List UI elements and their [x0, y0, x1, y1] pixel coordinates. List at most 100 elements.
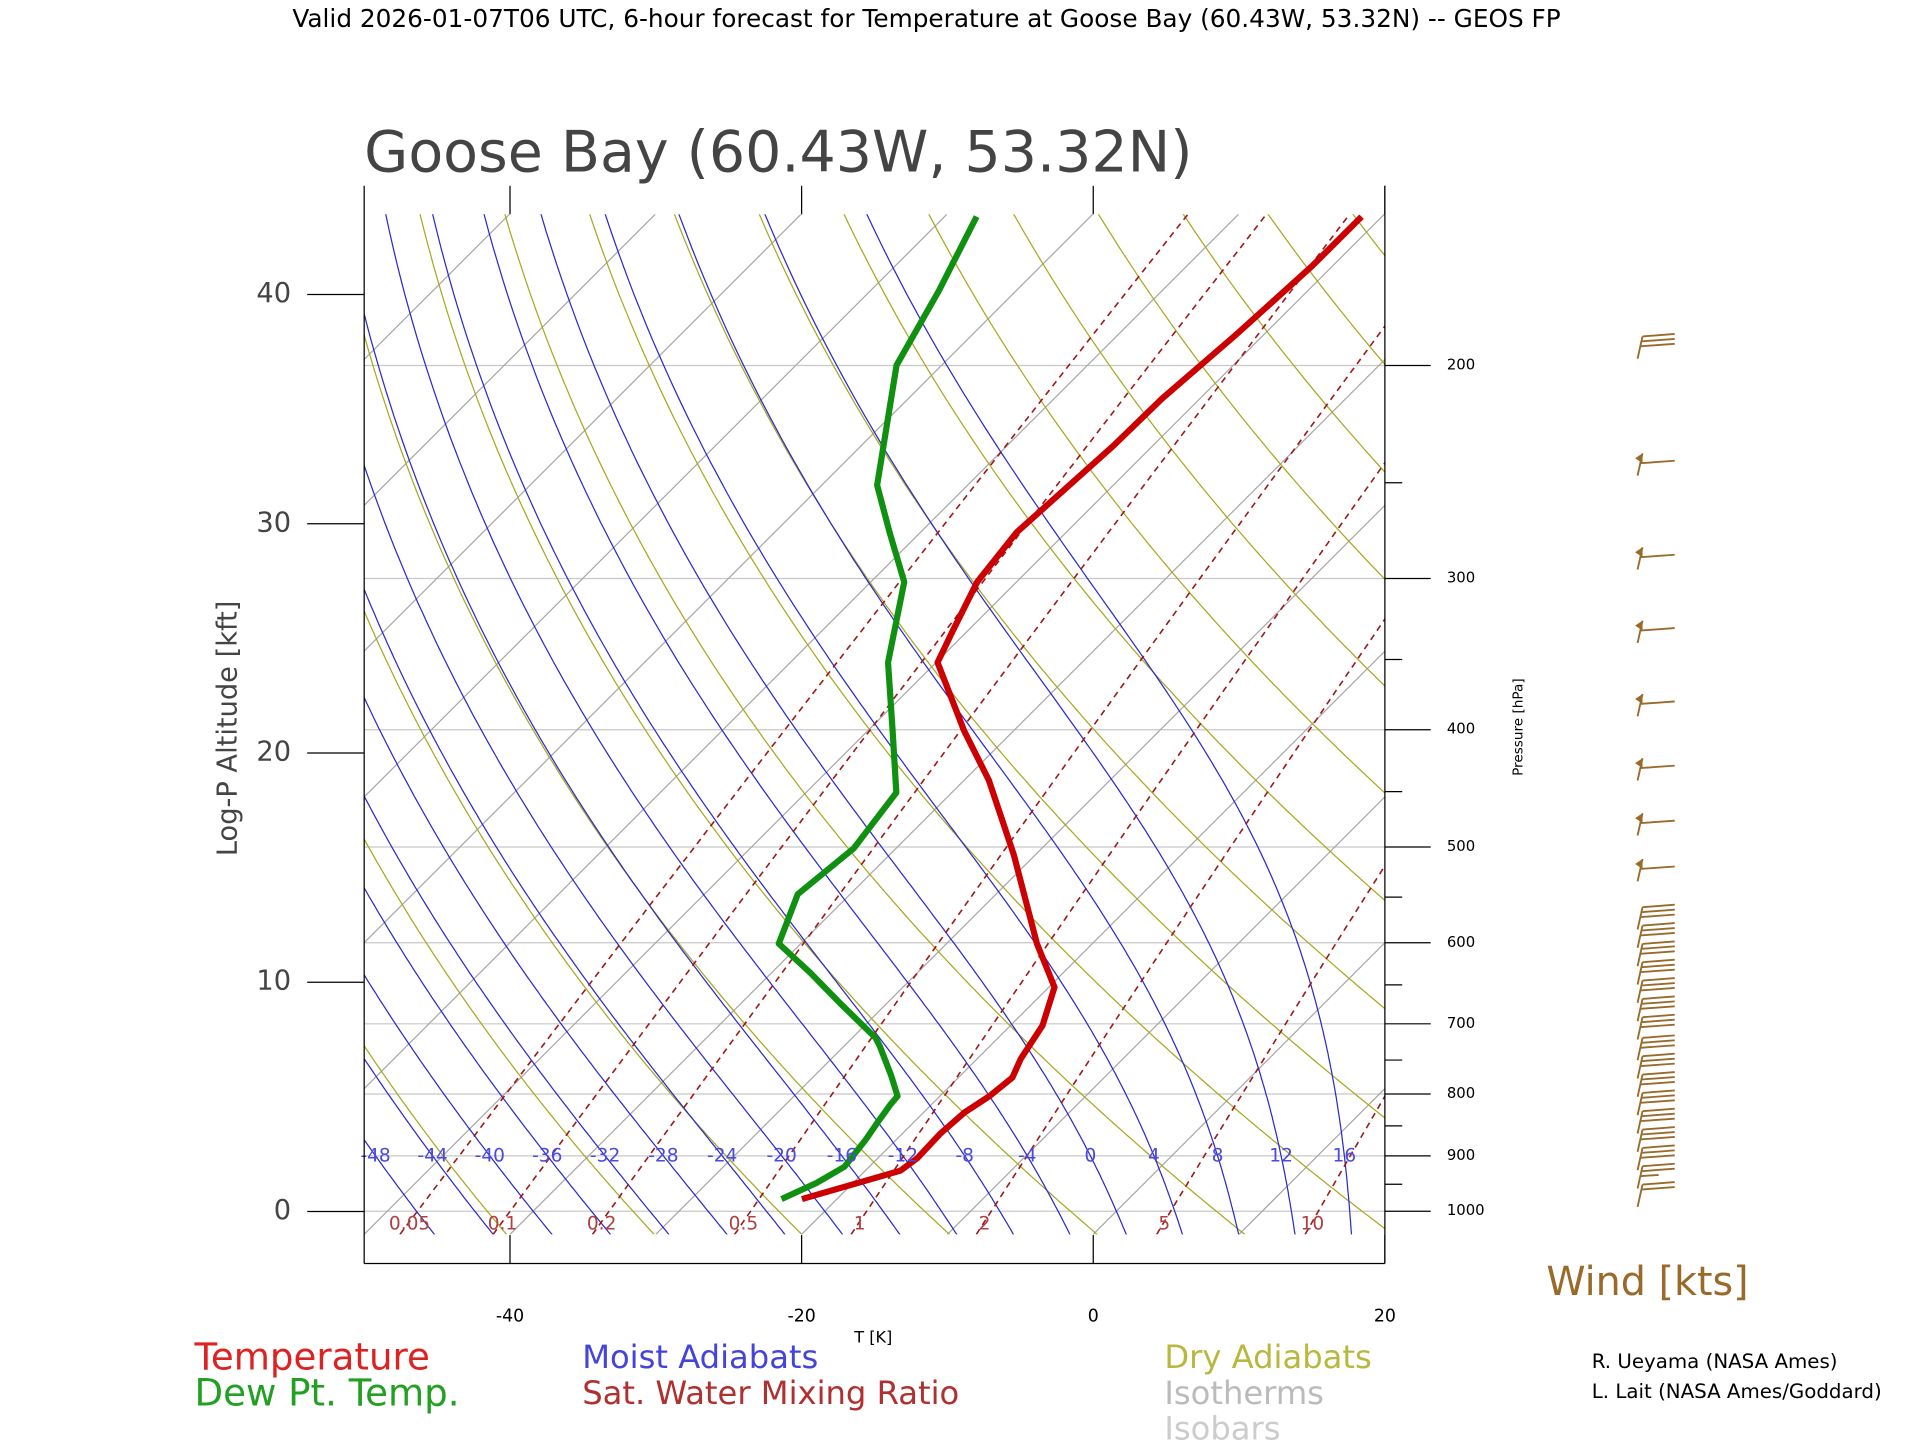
barb-full — [1641, 1112, 1675, 1118]
barb-full — [1640, 553, 1675, 559]
moist-adiabat-label: -12 — [888, 1145, 918, 1166]
legend-entry: Isobars — [1164, 1410, 1280, 1440]
wind-barb — [1636, 977, 1675, 1004]
mixing-ratio-line — [399, 214, 1189, 1235]
mixing-ratio-label: 0.05 — [389, 1214, 430, 1235]
moist-adiabat — [866, 214, 1353, 1235]
wind-barb — [1635, 693, 1675, 717]
moist-adiabat-label: -48 — [360, 1145, 390, 1166]
mixing-ratio-label: 0.1 — [488, 1214, 518, 1235]
isotherm — [364, 214, 510, 361]
wind-barb — [1636, 1144, 1675, 1171]
isotherm — [655, 504, 1385, 1235]
x-axis-label: T [K] — [853, 1327, 892, 1346]
barb-full — [1641, 1076, 1675, 1081]
y2-tick-label: 400 — [1447, 720, 1475, 738]
barb-full — [1642, 1162, 1675, 1168]
barb-staff — [1636, 1166, 1644, 1189]
barb-full — [1642, 1013, 1675, 1019]
moist-adiabat — [764, 214, 1296, 1235]
barb-staff — [1636, 1129, 1644, 1153]
barb-full — [1641, 908, 1675, 914]
barb-staff — [1636, 1184, 1644, 1208]
wind-barb — [1636, 1107, 1675, 1134]
barb-full — [1641, 1000, 1675, 1005]
barb-staff — [1636, 962, 1644, 985]
dry-adiabat — [364, 837, 655, 1235]
dry-adiabat — [1182, 214, 1385, 473]
wind-barb — [1636, 1181, 1675, 1208]
moist-adiabat — [678, 214, 1240, 1235]
barb-full — [1640, 987, 1675, 992]
barb-staff — [1636, 925, 1644, 949]
moist-adiabat-label: -32 — [590, 1145, 620, 1166]
moist-adiabat-label: -40 — [475, 1145, 505, 1166]
moist-adiabat-label: -44 — [417, 1145, 447, 1166]
barb-half — [1640, 1173, 1659, 1178]
isotherm — [509, 358, 1385, 1235]
barb-full — [1640, 819, 1675, 825]
dry-adiabat — [0, 196, 359, 1234]
x-tick-label: -40 — [496, 1307, 524, 1327]
barb-staff — [1636, 943, 1644, 967]
barb-full — [1640, 1117, 1675, 1123]
y-tick-label: 30 — [256, 507, 291, 538]
barb-full — [1640, 342, 1675, 348]
dry-adiabat — [504, 214, 1246, 1235]
legend-entry: Dew Pt. Temp. — [194, 1371, 459, 1414]
wind-barb — [1636, 333, 1675, 359]
moist-adiabat-label: 8 — [1212, 1145, 1224, 1166]
moist-adiabat — [364, 696, 728, 1235]
isotherm — [364, 214, 1094, 944]
mixing-ratio-line — [733, 324, 1385, 1235]
y2-tick-label: 500 — [1447, 837, 1475, 855]
chart-title: Goose Bay (60.43W, 53.32N) — [364, 120, 1192, 186]
dry-adiabat — [1844, 196, 1920, 1234]
y-tick-label: 0 — [274, 1195, 291, 1226]
barb-full — [1641, 927, 1675, 932]
moist-adiabat — [540, 214, 1127, 1235]
wind-barb — [1636, 1034, 1675, 1061]
isotherm — [801, 650, 1385, 1235]
mixing-ratio-line — [850, 461, 1385, 1235]
moist-adiabat — [364, 794, 670, 1235]
wind-title: Wind [kts] — [1546, 1259, 1748, 1305]
profile-line — [801, 214, 1364, 1203]
dry-adiabat — [1676, 196, 1920, 1234]
y2-tick-label: 700 — [1447, 1014, 1475, 1032]
credit: L. Lait (NASA Ames/Goddard) — [1592, 1380, 1882, 1403]
barb-full — [1641, 337, 1675, 343]
mixing-ratio-label: 10 — [1301, 1214, 1325, 1235]
barb-flag — [1635, 813, 1643, 824]
barb-full — [1642, 1144, 1675, 1149]
moist-adiabat-label: 0 — [1084, 1145, 1096, 1166]
wind-barb — [1635, 547, 1675, 570]
y-tick-label: 20 — [256, 736, 291, 767]
barb-full — [1641, 963, 1675, 969]
barb-full — [1641, 1149, 1675, 1154]
barb-staff — [1636, 1037, 1644, 1061]
moist-adiabat — [364, 463, 844, 1235]
wind-barb — [1636, 1126, 1675, 1153]
dry-adiabat — [1424, 196, 1920, 1234]
barb-flag — [1635, 694, 1643, 704]
x-tick-label: 20 — [1374, 1307, 1396, 1327]
barb-full — [1641, 1094, 1675, 1099]
isotherm — [364, 214, 948, 798]
barb-full — [1640, 1023, 1675, 1029]
legend-entry: Temperature — [193, 1335, 429, 1378]
mixing-ratio-label: 0.5 — [729, 1214, 759, 1235]
y-tick-label: 10 — [256, 966, 291, 997]
moist-adiabat — [364, 311, 901, 1235]
barb-full — [1640, 950, 1675, 955]
isotherm — [1092, 941, 1385, 1235]
barb-full — [1641, 945, 1675, 950]
isotherm — [946, 796, 1385, 1235]
barb-full — [1640, 968, 1675, 974]
dry-adiabat — [1352, 214, 1385, 257]
legend-entry: Moist Adiabats — [582, 1338, 818, 1376]
barb-full — [1641, 1167, 1675, 1173]
dry-adiabat — [843, 214, 1385, 902]
barb-staff — [1636, 1092, 1644, 1116]
